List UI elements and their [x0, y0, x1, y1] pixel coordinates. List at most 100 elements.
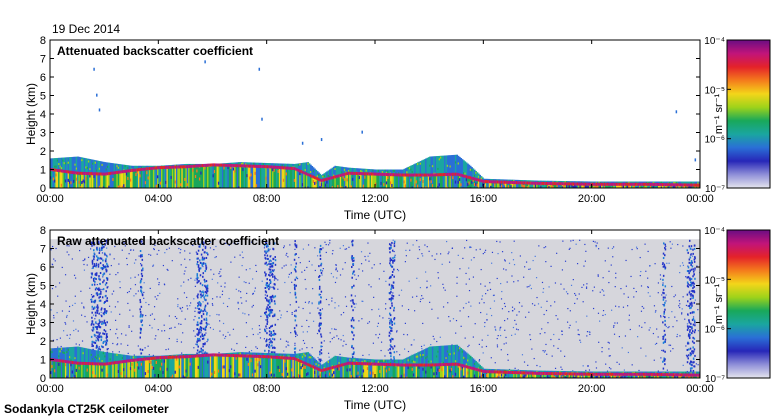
- noise-column-cell: [692, 296, 695, 299]
- layer-cell: [162, 167, 165, 188]
- noise-column-cell: [393, 259, 396, 262]
- noise-speck: [689, 293, 691, 296]
- noise-column-cell: [203, 257, 206, 260]
- noise-column-cell: [102, 264, 104, 267]
- aerosol-speck: [105, 168, 107, 171]
- noise-speck: [73, 274, 76, 276]
- noise-speck: [209, 315, 211, 317]
- noise-column-cell: [689, 333, 691, 336]
- noise-column-cell: [102, 332, 104, 335]
- layer-cell: [293, 168, 296, 188]
- noise-speck: [481, 339, 483, 341]
- noise-column-cell: [352, 338, 354, 341]
- aerosol-cell: [104, 162, 106, 175]
- noise-column-cell: [101, 322, 103, 325]
- noise-column-cell: [273, 275, 276, 278]
- aerosol-speck: [312, 170, 315, 173]
- noise-column-cell: [664, 285, 667, 288]
- cloud-base-cell: [523, 181, 526, 185]
- noise-column-cell: [692, 357, 695, 360]
- layer-speck: [446, 186, 449, 188]
- noise-speck: [329, 341, 331, 343]
- noise-speck: [311, 264, 313, 266]
- noise-speck: [602, 290, 605, 292]
- aerosol-cell: [81, 347, 83, 364]
- aerosol-cell: [119, 164, 121, 173]
- noise-column-cell: [94, 288, 97, 291]
- layer-cell: [553, 183, 556, 188]
- layer-cell: [438, 174, 441, 188]
- cloud-base-cell: [433, 173, 435, 177]
- noise-speck: [544, 332, 546, 334]
- noise-speck: [294, 248, 296, 250]
- noise-speck: [126, 257, 128, 260]
- noise-speck: [460, 325, 462, 327]
- noise-column-cell: [389, 307, 392, 310]
- aerosol-cell: [296, 163, 299, 170]
- aerosol-cell: [467, 163, 469, 178]
- noise-column-cell: [693, 247, 696, 250]
- cloud-base-cell: [532, 181, 534, 185]
- noise-speck: [608, 281, 610, 284]
- layer-speck: [452, 176, 454, 180]
- aerosol-speck: [471, 169, 473, 172]
- aerosol-speck: [372, 169, 374, 172]
- noise-speck: [468, 301, 470, 303]
- cloud-base-cell: [377, 172, 380, 176]
- layer-speck: [540, 185, 542, 188]
- aerosol-cell: [85, 348, 87, 364]
- noise-column-cell: [202, 262, 205, 265]
- cloud-speck: [320, 138, 323, 142]
- layer-cell: [609, 184, 612, 188]
- aerosol-cell: [366, 168, 369, 174]
- noise-speck: [621, 347, 623, 349]
- aerosol-cell: [144, 165, 147, 170]
- noise-column-cell: [690, 322, 692, 325]
- layer-cell: [461, 175, 464, 188]
- noise-column-cell: [94, 280, 96, 283]
- cloud-base-cell: [152, 166, 155, 170]
- layer-cell: [259, 166, 262, 188]
- noise-speck: [151, 313, 153, 315]
- noise-column-cell: [197, 331, 200, 334]
- noise-speck: [194, 315, 196, 318]
- noise-speck: [570, 284, 573, 286]
- noise-column-cell: [264, 250, 266, 253]
- noise-speck: [647, 277, 649, 279]
- noise-speck: [139, 263, 142, 265]
- layer-cell: [372, 174, 375, 188]
- noise-column-cell: [691, 340, 694, 343]
- aerosol-cell: [124, 354, 127, 362]
- cloud-base-cell: [296, 168, 299, 172]
- noise-speck: [687, 305, 689, 307]
- layer-cell: [178, 166, 181, 188]
- noise-column-cell: [690, 268, 693, 271]
- noise-speck: [269, 279, 272, 281]
- noise-column-cell: [686, 293, 689, 296]
- layer-cell: [58, 170, 60, 188]
- noise-speck: [396, 330, 398, 332]
- aerosol-cell: [83, 347, 86, 364]
- cloud-base-cell: [270, 165, 273, 169]
- layer-speck: [155, 184, 158, 188]
- noise-speck: [84, 315, 86, 318]
- noise-speck: [544, 350, 546, 352]
- layer-speck: [213, 170, 216, 174]
- aerosol-cell: [469, 165, 472, 178]
- noise-speck: [184, 318, 186, 320]
- noise-column-cell: [318, 329, 320, 332]
- noise-speck: [444, 289, 446, 291]
- layer-cell: [335, 176, 338, 188]
- noise-column-cell: [264, 257, 267, 260]
- cloud-base-cell: [242, 164, 245, 168]
- layer-cell: [307, 174, 310, 188]
- noise-speck: [524, 266, 526, 268]
- noise-column-cell: [267, 307, 269, 310]
- noise-column-cell: [99, 272, 102, 275]
- noise-column-cell: [689, 312, 692, 315]
- noise-speck: [331, 253, 334, 255]
- noise-column-cell: [390, 327, 393, 330]
- noise-column-cell: [689, 354, 692, 357]
- noise-column-cell: [691, 282, 694, 285]
- cloud-base-cell: [591, 182, 594, 186]
